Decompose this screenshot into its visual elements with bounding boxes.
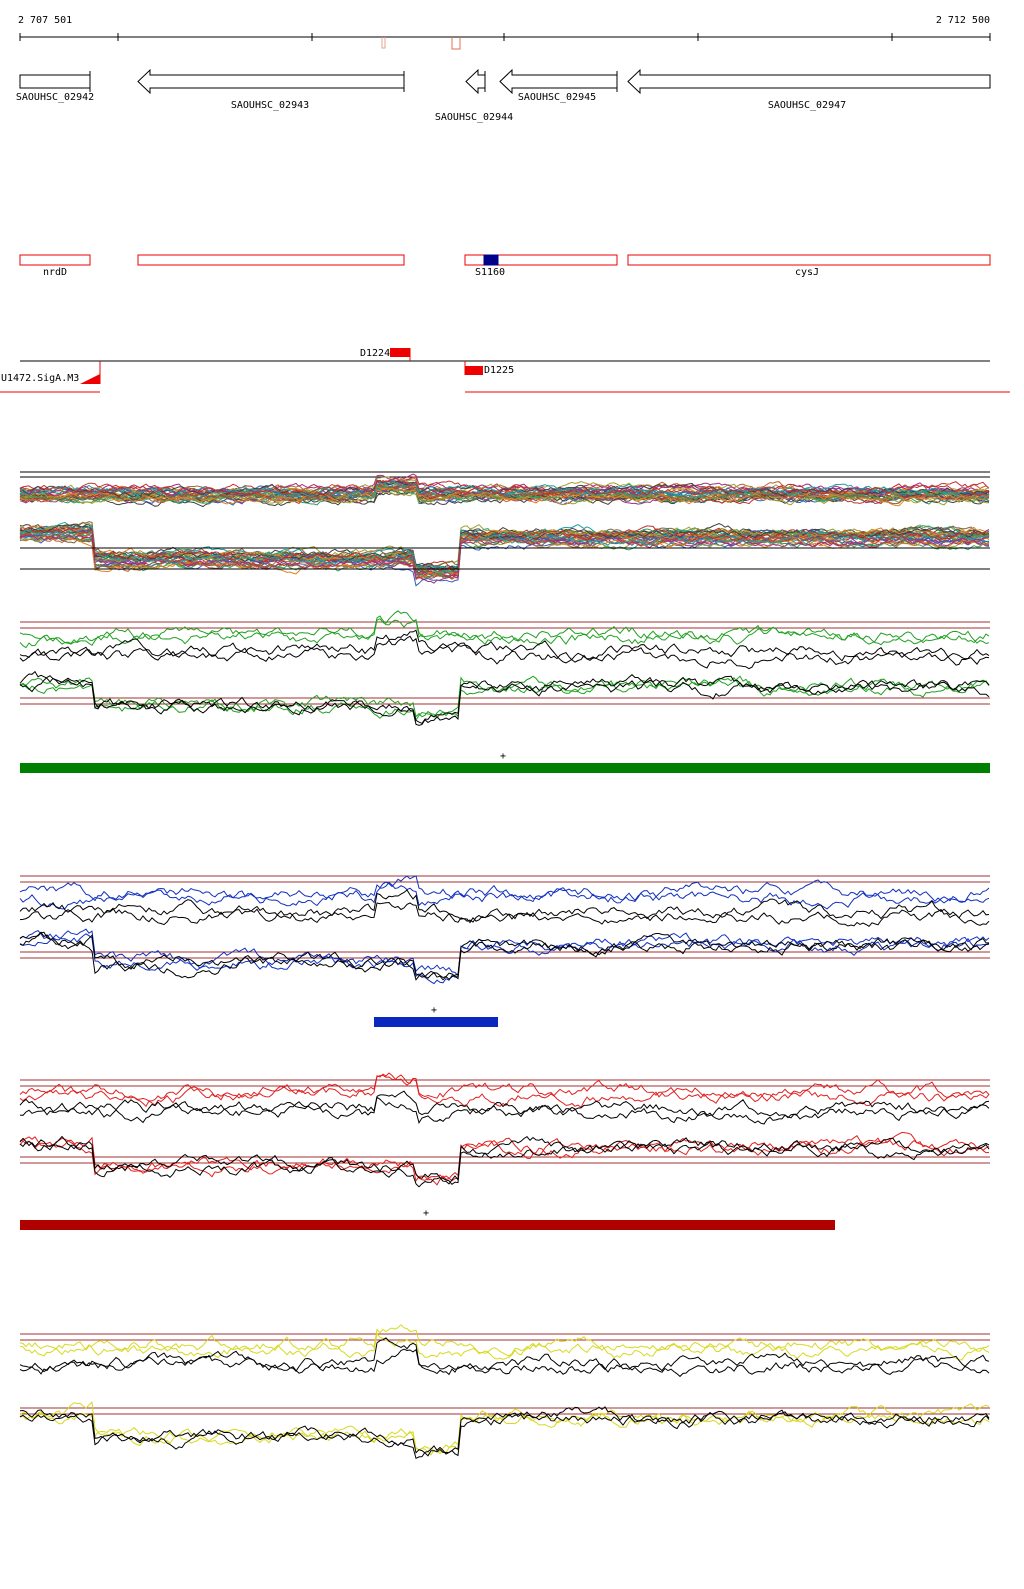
profile-line <box>19 1406 990 1457</box>
profile-line <box>19 1131 990 1182</box>
profile-line <box>19 675 990 719</box>
promoter-label: U1472.SigA.M3 <box>1 373 79 384</box>
promoter-label: D1224 <box>360 348 390 359</box>
profile-line <box>19 1140 990 1188</box>
segment-marker: + <box>500 751 506 762</box>
feature-label: cysJ <box>795 267 819 278</box>
profile-line <box>19 889 990 923</box>
profile-line <box>19 1409 990 1460</box>
expression-profiles <box>19 471 990 1460</box>
gene-label: SAOUHSC_02947 <box>768 100 846 111</box>
segment-bar <box>20 763 990 773</box>
profile-line <box>19 484 990 505</box>
profile-line <box>19 931 989 981</box>
profile-line <box>19 881 990 910</box>
gene-label: SAOUHSC_02945 <box>518 92 596 103</box>
segment-bar <box>20 1220 835 1230</box>
gene-shapes <box>19 68 991 95</box>
profile-line <box>19 477 990 497</box>
promoter-label: D1225 <box>484 365 514 376</box>
profile-line <box>19 1324 990 1357</box>
feature-label: S1160 <box>475 267 505 278</box>
profile-line <box>19 1096 990 1125</box>
profile-line <box>19 1403 990 1453</box>
profile-line <box>19 875 990 904</box>
segment-bar <box>374 1017 498 1027</box>
profile-line <box>19 610 990 646</box>
profile-line <box>19 1134 990 1186</box>
profile-line <box>20 1401 990 1456</box>
profile-line <box>19 1072 990 1103</box>
segment-marker: + <box>423 1208 429 1219</box>
profile-line <box>19 523 990 571</box>
feature-label: nrdD <box>43 267 67 278</box>
gene-label: SAOUHSC_02943 <box>231 100 309 111</box>
profile-line <box>19 618 990 649</box>
profile-line <box>19 485 990 505</box>
ruler-end: 2 712 500 <box>936 15 990 26</box>
segment-marker: + <box>431 1005 437 1016</box>
profile-line <box>19 525 990 574</box>
profile-line <box>19 479 990 498</box>
profile-line <box>19 479 990 499</box>
gene-label: SAOUHSC_02942 <box>16 92 94 103</box>
profile-line <box>19 486 990 507</box>
profile-line <box>19 1135 990 1185</box>
profile-line <box>19 535 990 581</box>
profile-line <box>19 1348 990 1378</box>
promoter-track <box>0 348 1010 393</box>
gene-label: SAOUHSC_02944 <box>435 112 513 123</box>
profile-line <box>19 526 990 573</box>
profile-line <box>19 532 990 578</box>
profile-line <box>19 901 990 927</box>
profile-line <box>19 635 990 670</box>
profile-line <box>19 629 990 664</box>
profile-line <box>19 525 990 573</box>
profile-line <box>19 933 990 985</box>
profile-line <box>19 931 990 981</box>
profile-line <box>19 1337 990 1376</box>
ruler-start: 2 707 501 <box>18 15 72 26</box>
ruler <box>19 33 991 50</box>
profile-line <box>19 1332 990 1361</box>
feature-boxes <box>19 254 991 266</box>
profile-line <box>19 675 990 725</box>
profile-line <box>19 1090 990 1120</box>
